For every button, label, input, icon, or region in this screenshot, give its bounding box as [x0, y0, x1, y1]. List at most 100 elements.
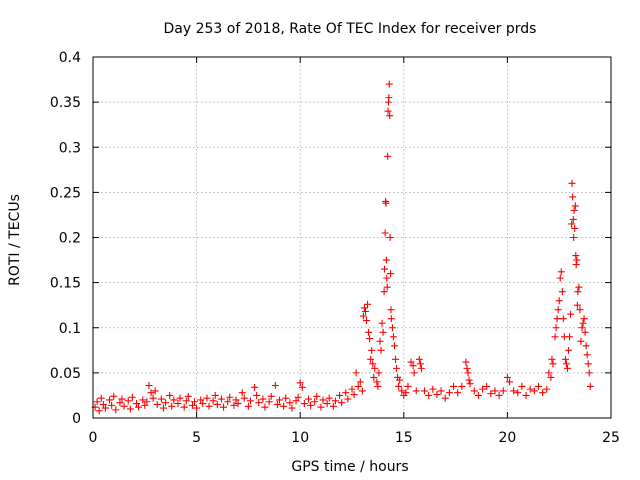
y-tick-labels: 0 0.05 0.1 0.15 0.2 0.25 0.3 0.35 0.4 — [50, 50, 81, 427]
data-point — [141, 401, 149, 409]
data-point — [220, 403, 228, 411]
data-point — [580, 315, 588, 323]
data-point — [199, 400, 207, 408]
data-point — [344, 395, 352, 403]
data-point — [579, 319, 587, 327]
data-point — [433, 391, 441, 399]
data-point — [556, 274, 564, 282]
data-point — [286, 399, 294, 407]
data-point — [584, 360, 592, 368]
data-point — [370, 373, 378, 381]
data-point — [404, 382, 412, 390]
data-point — [570, 206, 578, 214]
data-point — [271, 382, 279, 390]
data-point — [275, 396, 283, 404]
x-tick-label: 25 — [602, 430, 620, 446]
data-point — [487, 390, 495, 398]
data-point — [567, 310, 575, 318]
data-point — [417, 364, 425, 372]
data-point — [543, 385, 551, 393]
data-point — [381, 265, 389, 273]
data-point — [352, 369, 360, 377]
data-point — [159, 404, 167, 412]
data-point — [551, 333, 559, 341]
data-point — [182, 397, 190, 405]
data-point — [244, 402, 252, 410]
data-point — [383, 274, 391, 282]
data-point — [429, 385, 437, 393]
data-point — [390, 342, 398, 350]
data-point — [319, 396, 327, 404]
x-tick-label: 5 — [192, 430, 201, 446]
data-point — [385, 94, 393, 102]
data-point — [441, 394, 449, 402]
data-point — [267, 392, 275, 400]
data-point — [570, 234, 578, 241]
data-point — [568, 220, 576, 228]
data-point — [180, 403, 188, 411]
data-point — [296, 379, 304, 387]
data-point — [261, 403, 269, 411]
data-point — [425, 391, 433, 399]
data-point — [259, 395, 267, 403]
data-point — [458, 382, 466, 390]
data-point — [369, 360, 377, 368]
data-point — [367, 355, 375, 363]
data-point — [133, 400, 141, 408]
data-point — [571, 202, 579, 210]
data-point — [147, 389, 155, 397]
data-point — [126, 405, 134, 413]
data-point — [377, 346, 385, 354]
data-point — [464, 369, 472, 377]
y-tick-label: 0.15 — [50, 276, 81, 292]
data-point — [412, 387, 420, 395]
data-point — [384, 152, 392, 160]
data-point — [288, 404, 296, 412]
data-point — [545, 369, 553, 377]
data-point — [503, 373, 511, 381]
data-point — [421, 387, 429, 395]
data-point — [384, 107, 392, 115]
data-point — [374, 382, 382, 390]
data-point — [554, 306, 562, 314]
data-point — [317, 403, 325, 411]
data-point — [217, 395, 225, 403]
data-point — [112, 406, 120, 414]
data-point — [392, 355, 400, 363]
data-point — [375, 369, 383, 377]
data-point — [251, 383, 259, 391]
data-point — [479, 385, 487, 393]
data-point — [193, 404, 201, 412]
data-point — [93, 398, 101, 406]
data-point — [514, 389, 522, 397]
data-point — [323, 400, 331, 408]
data-point — [539, 389, 547, 397]
data-point — [226, 393, 234, 401]
data-point — [359, 312, 367, 320]
data-point — [184, 392, 192, 400]
data-point — [388, 324, 396, 332]
x-tick-label: 20 — [498, 430, 516, 446]
data-point — [548, 355, 556, 363]
data-point — [232, 396, 240, 404]
x-tick-labels: 0 5 10 15 20 25 — [89, 430, 620, 446]
data-point — [101, 404, 109, 412]
data-point — [385, 80, 393, 88]
data-point — [410, 369, 418, 377]
data-point — [557, 268, 565, 276]
data-point — [170, 396, 178, 404]
data-point — [162, 399, 170, 407]
data-point — [265, 398, 273, 406]
data-point — [348, 385, 356, 393]
data-point — [380, 288, 388, 296]
data-point — [585, 369, 593, 377]
data-point — [311, 398, 319, 406]
data-point — [298, 383, 306, 391]
data-point — [555, 297, 563, 305]
data-point — [282, 394, 290, 402]
data-point — [575, 283, 583, 291]
grid-lines — [93, 57, 611, 418]
data-point — [106, 396, 114, 404]
data-point — [230, 401, 238, 409]
data-point — [191, 398, 199, 406]
